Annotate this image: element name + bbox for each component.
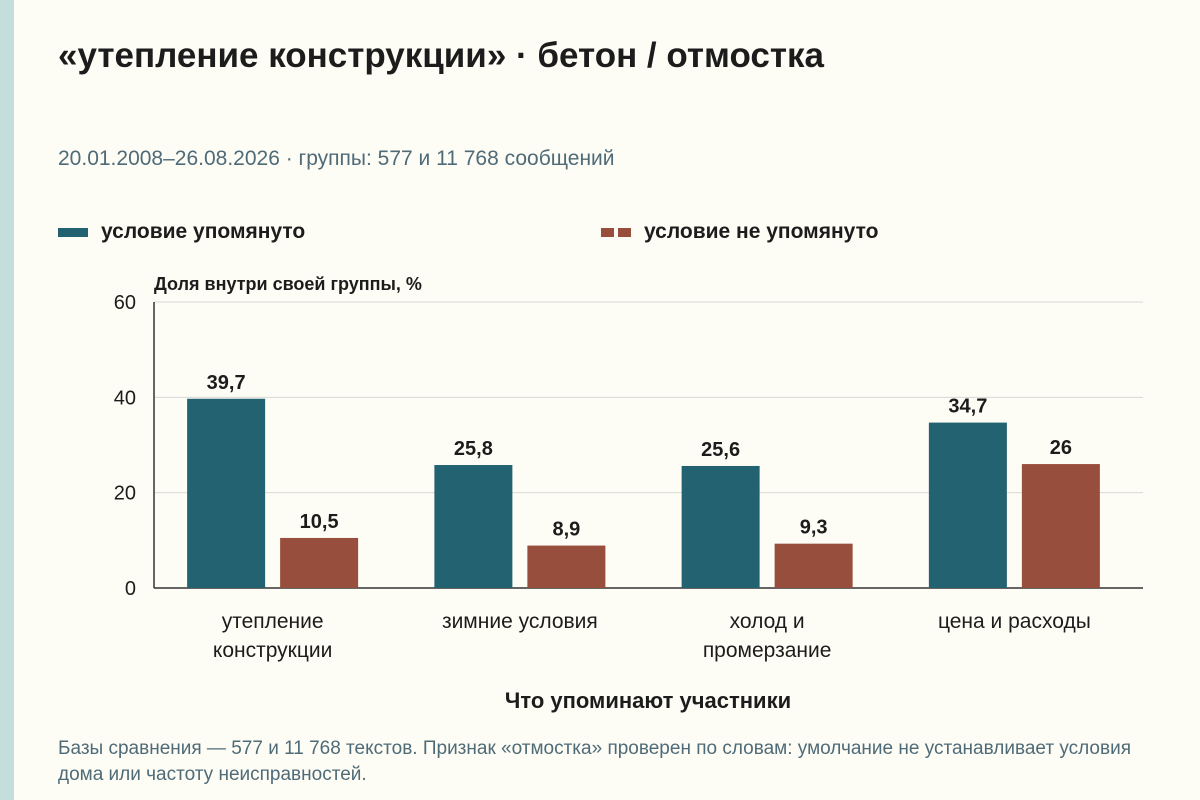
- bar-value-label: 10,5: [300, 511, 339, 533]
- left-accent-stripe: [0, 0, 14, 800]
- legend-item-not-mentioned: условие не упомянуто: [601, 220, 878, 244]
- legend-label-mentioned: условие упомянуто: [101, 220, 306, 243]
- x-category-label: холод и: [730, 610, 805, 633]
- x-category-label: цена и расходы: [938, 610, 1091, 633]
- bar-mentioned: [928, 422, 1007, 588]
- bar-value-label: 34,7: [948, 396, 987, 418]
- legend-swatch-mentioned: [58, 227, 88, 237]
- chart-subtitle: 20.01.2008–26.08.2026 · группы: 577 и 11…: [58, 147, 615, 170]
- x-category-label: зимние условия: [442, 610, 598, 633]
- y-tick-label: 60: [114, 292, 136, 314]
- bar-mentioned: [681, 465, 760, 588]
- bar-value-label: 8,9: [552, 519, 580, 541]
- bar-chart: 0 20 40 60 Доля внутри своей группы, % 39,7 10…: [114, 274, 1143, 713]
- bar-value-label: 25,8: [454, 438, 493, 460]
- bar-not-mentioned: [774, 543, 853, 588]
- legend-swatch-not-mentioned: [601, 227, 631, 237]
- bar-not-mentioned: [280, 537, 359, 588]
- bar-value-label: 25,6: [701, 439, 740, 461]
- bar-value-label: 9,3: [800, 517, 828, 539]
- bar-not-mentioned: [527, 545, 606, 588]
- bar-value-label: 39,7: [207, 372, 246, 394]
- x-axis-title: Что упоминают участники: [505, 688, 791, 713]
- x-category-label: промерзание: [703, 639, 832, 662]
- legend-label-not-mentioned: условие не упомянуто: [644, 220, 879, 243]
- y-tick-label: 20: [114, 483, 136, 505]
- bar-mentioned: [187, 398, 266, 588]
- y-axis-title: Доля внутри своей группы, %: [154, 274, 422, 294]
- x-category-label: конструкции: [213, 639, 332, 662]
- chart-title: «утепление конструкции» · бетон / отмост…: [58, 36, 824, 75]
- legend-item-mentioned: условие упомянуто: [58, 220, 305, 244]
- y-tick-label: 0: [125, 578, 136, 600]
- x-category-label: утепление: [222, 610, 324, 633]
- y-tick-label: 40: [114, 387, 136, 409]
- chart-footnote: Базы сравнения — 577 и 11 768 текстов. П…: [58, 738, 1131, 785]
- bar-mentioned: [434, 465, 513, 588]
- bar-value-label: 26: [1050, 437, 1072, 459]
- bar-not-mentioned: [1021, 464, 1100, 588]
